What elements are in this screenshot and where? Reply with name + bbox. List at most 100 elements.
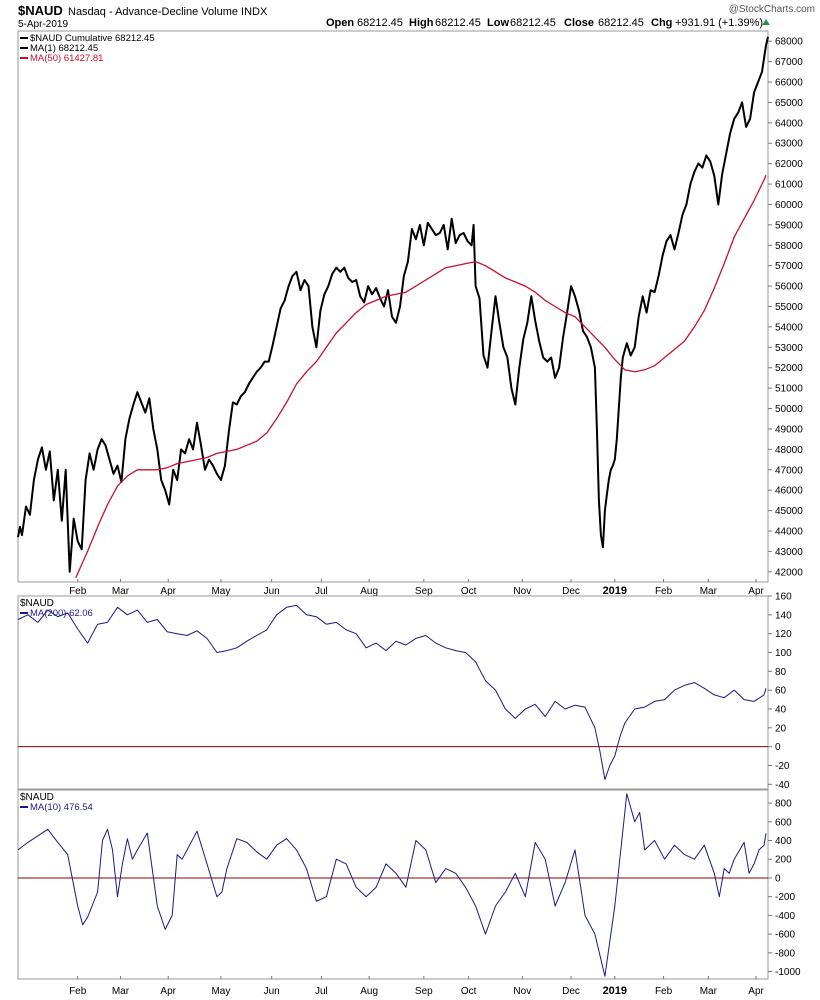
series-line--naud-cumulative — [17, 36, 769, 573]
x-tick-label: Oct — [461, 586, 477, 597]
y-tick-label: 800 — [775, 799, 792, 810]
panel-title: $NAUD — [20, 598, 54, 609]
ohlc-quote: Open 68212.45 High 68212.45 Low 68212.45… — [326, 17, 770, 29]
legend-entry: MA(200) 62.06 — [30, 608, 93, 619]
y-tick-label: 55000 — [775, 302, 803, 313]
panel-frame — [17, 30, 769, 583]
panel-bottom: -1000 -800 -600 -400 -200 0 200 400 600 800 Feb Mar… — [17, 789, 801, 997]
close-label: Close — [564, 17, 594, 29]
x-tick-label: Jul — [315, 986, 328, 997]
close-value: 68212.45 — [598, 17, 644, 29]
panel-frame — [17, 595, 769, 790]
x-tick-label: Mar — [700, 986, 718, 997]
x-tick-label: Dec — [562, 586, 580, 597]
chart-description: Nasdaq - Advance-Decline Volume INDX — [68, 6, 268, 18]
x-tick-label: Apr — [160, 986, 176, 997]
panel-middle: -40 -20 0 20 40 60 80 100 120 140 160 $NAUDMA(200) … — [17, 592, 792, 791]
low-label: Low — [487, 17, 509, 29]
y-tick-label: 160 — [775, 592, 792, 603]
y-tick-label: 57000 — [775, 261, 803, 272]
x-tick-label: Jul — [315, 586, 328, 597]
x-tick-label: Apr — [748, 586, 764, 597]
x-tick-label: Mar — [112, 986, 130, 997]
x-tick-label: 2019 — [603, 585, 627, 597]
legend-entry: $NAUD Cumulative 68212.45 — [30, 33, 155, 44]
x-tick-label: Sep — [415, 986, 433, 997]
low-value: 68212.45 — [510, 17, 556, 29]
y-tick-label: 140 — [775, 610, 792, 621]
y-tick-label: 60 — [775, 686, 787, 697]
x-tick-label: 2019 — [603, 985, 627, 997]
x-tick-label: Jun — [264, 986, 280, 997]
y-tick-label: 200 — [775, 855, 792, 866]
x-tick-label: Aug — [360, 986, 378, 997]
legend-entry: MA(10) 476.54 — [30, 802, 93, 813]
y-tick-label: 50000 — [775, 404, 803, 415]
chart-panels: 42000 43000 44000 45000 46000 47000 48000 49000… — [17, 30, 803, 997]
y-tick-label: -400 — [775, 911, 795, 922]
y-tick-label: 64000 — [775, 118, 803, 129]
open-label: Open — [326, 17, 354, 29]
x-tick-label: Oct — [461, 986, 477, 997]
y-tick-label: 48000 — [775, 445, 803, 456]
y-tick-label: 52000 — [775, 363, 803, 374]
y-tick-label: 20 — [775, 723, 787, 734]
chg-value: +931.91 (+1.39%) — [675, 17, 763, 29]
y-tick-label: 67000 — [775, 57, 803, 68]
y-tick-label: -200 — [775, 892, 795, 903]
x-tick-label: May — [211, 986, 230, 997]
x-tick-label: Feb — [655, 986, 673, 997]
x-tick-label: Mar — [112, 586, 130, 597]
y-tick-label: 44000 — [775, 526, 803, 537]
high-value: 68212.45 — [435, 17, 481, 29]
series-line-ma-10- — [17, 793, 767, 977]
x-tick-label: Dec — [562, 986, 580, 997]
panel-title: $NAUD — [20, 792, 54, 803]
y-tick-label: 600 — [775, 817, 792, 828]
y-tick-label: 43000 — [775, 547, 803, 558]
x-tick-label: Jun — [264, 586, 280, 597]
y-tick-label: 65000 — [775, 98, 803, 109]
y-tick-label: 56000 — [775, 282, 803, 293]
y-tick-label: 100 — [775, 648, 792, 659]
y-tick-label: -600 — [775, 930, 795, 941]
x-tick-label: Nov — [513, 986, 531, 997]
y-tick-label: 54000 — [775, 322, 803, 333]
x-tick-label: Apr — [748, 986, 764, 997]
x-tick-label: Nov — [513, 586, 531, 597]
x-tick-label: Feb — [69, 986, 87, 997]
y-tick-label: 400 — [775, 836, 792, 847]
x-tick-label: Apr — [160, 586, 176, 597]
x-tick-label: Feb — [655, 586, 673, 597]
y-tick-label: 49000 — [775, 424, 803, 435]
y-tick-label: 61000 — [775, 180, 803, 191]
x-tick-label: Aug — [360, 586, 378, 597]
y-tick-label: 59000 — [775, 220, 803, 231]
chg-up-arrow-icon — [762, 19, 770, 25]
y-tick-label: 40 — [775, 704, 787, 715]
y-tick-label: 46000 — [775, 486, 803, 497]
y-tick-label: 68000 — [775, 37, 803, 48]
y-tick-label: -40 — [775, 780, 790, 791]
y-tick-label: -20 — [775, 761, 790, 772]
y-tick-label: 51000 — [775, 384, 803, 395]
watermark: @StockCharts.com — [729, 4, 815, 15]
y-tick-label: 45000 — [775, 506, 803, 517]
y-tick-label: 42000 — [775, 567, 803, 578]
panel-frame — [17, 789, 769, 980]
high-label: High — [409, 17, 434, 29]
y-tick-label: 60000 — [775, 200, 803, 211]
x-tick-label: Sep — [415, 586, 433, 597]
x-tick-label: May — [211, 586, 230, 597]
legend-entry: MA(1) 68212.45 — [30, 43, 98, 54]
y-tick-label: -1000 — [775, 967, 801, 978]
y-tick-label: 0 — [775, 873, 781, 884]
y-tick-label: 47000 — [775, 465, 803, 476]
chg-label: Chg — [651, 17, 672, 29]
legend-entry: MA(50) 61427.81 — [30, 53, 103, 64]
chart-symbol: $NAUD — [18, 3, 63, 18]
x-tick-label: Feb — [69, 586, 87, 597]
series-line-ma-50- — [75, 175, 767, 579]
panel-main: 42000 43000 44000 45000 46000 47000 48000 49000… — [17, 30, 803, 597]
